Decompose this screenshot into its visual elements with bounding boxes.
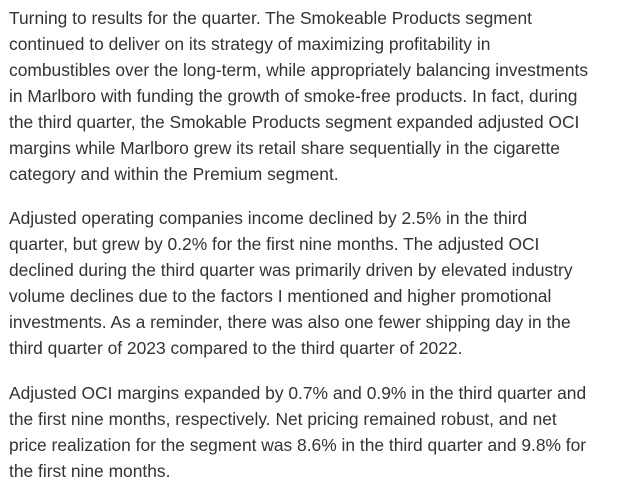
text-line: Turning to results for the quarter. The … xyxy=(9,8,532,28)
text-line: investments. As a reminder, there was al… xyxy=(9,312,571,332)
text-line: declined during the third quarter was pr… xyxy=(9,260,573,280)
text-line: quarter, but grew by 0.2% for the first … xyxy=(9,234,540,254)
text-line: the third quarter, the Smokable Products… xyxy=(9,112,580,132)
text-line: in Marlboro with funding the growth of s… xyxy=(9,86,578,106)
text-line: category and within the Premium segment. xyxy=(9,164,339,184)
text-line: combustibles over the long-term, while a… xyxy=(9,60,589,80)
paragraph-oci-margins: Adjusted OCI margins expanded by 0.7% an… xyxy=(9,380,636,484)
text-line: the first nine months. xyxy=(9,461,171,481)
paragraph-oci-decline: Adjusted operating companies income decl… xyxy=(9,205,636,361)
text-line: continued to deliver on its strategy of … xyxy=(9,34,491,54)
text-line: volume declines due to the factors I men… xyxy=(9,286,552,306)
text-line: margins while Marlboro grew its retail s… xyxy=(9,138,560,158)
text-line: the first nine months, respectively. Net… xyxy=(9,409,557,429)
text-line: third quarter of 2023 compared to the th… xyxy=(9,338,463,358)
text-line: price realization for the segment was 8.… xyxy=(9,435,587,455)
paragraph-results-overview: Turning to results for the quarter. The … xyxy=(9,5,636,187)
text-line: Adjusted operating companies income decl… xyxy=(9,208,528,228)
text-line: Adjusted OCI margins expanded by 0.7% an… xyxy=(9,383,587,403)
